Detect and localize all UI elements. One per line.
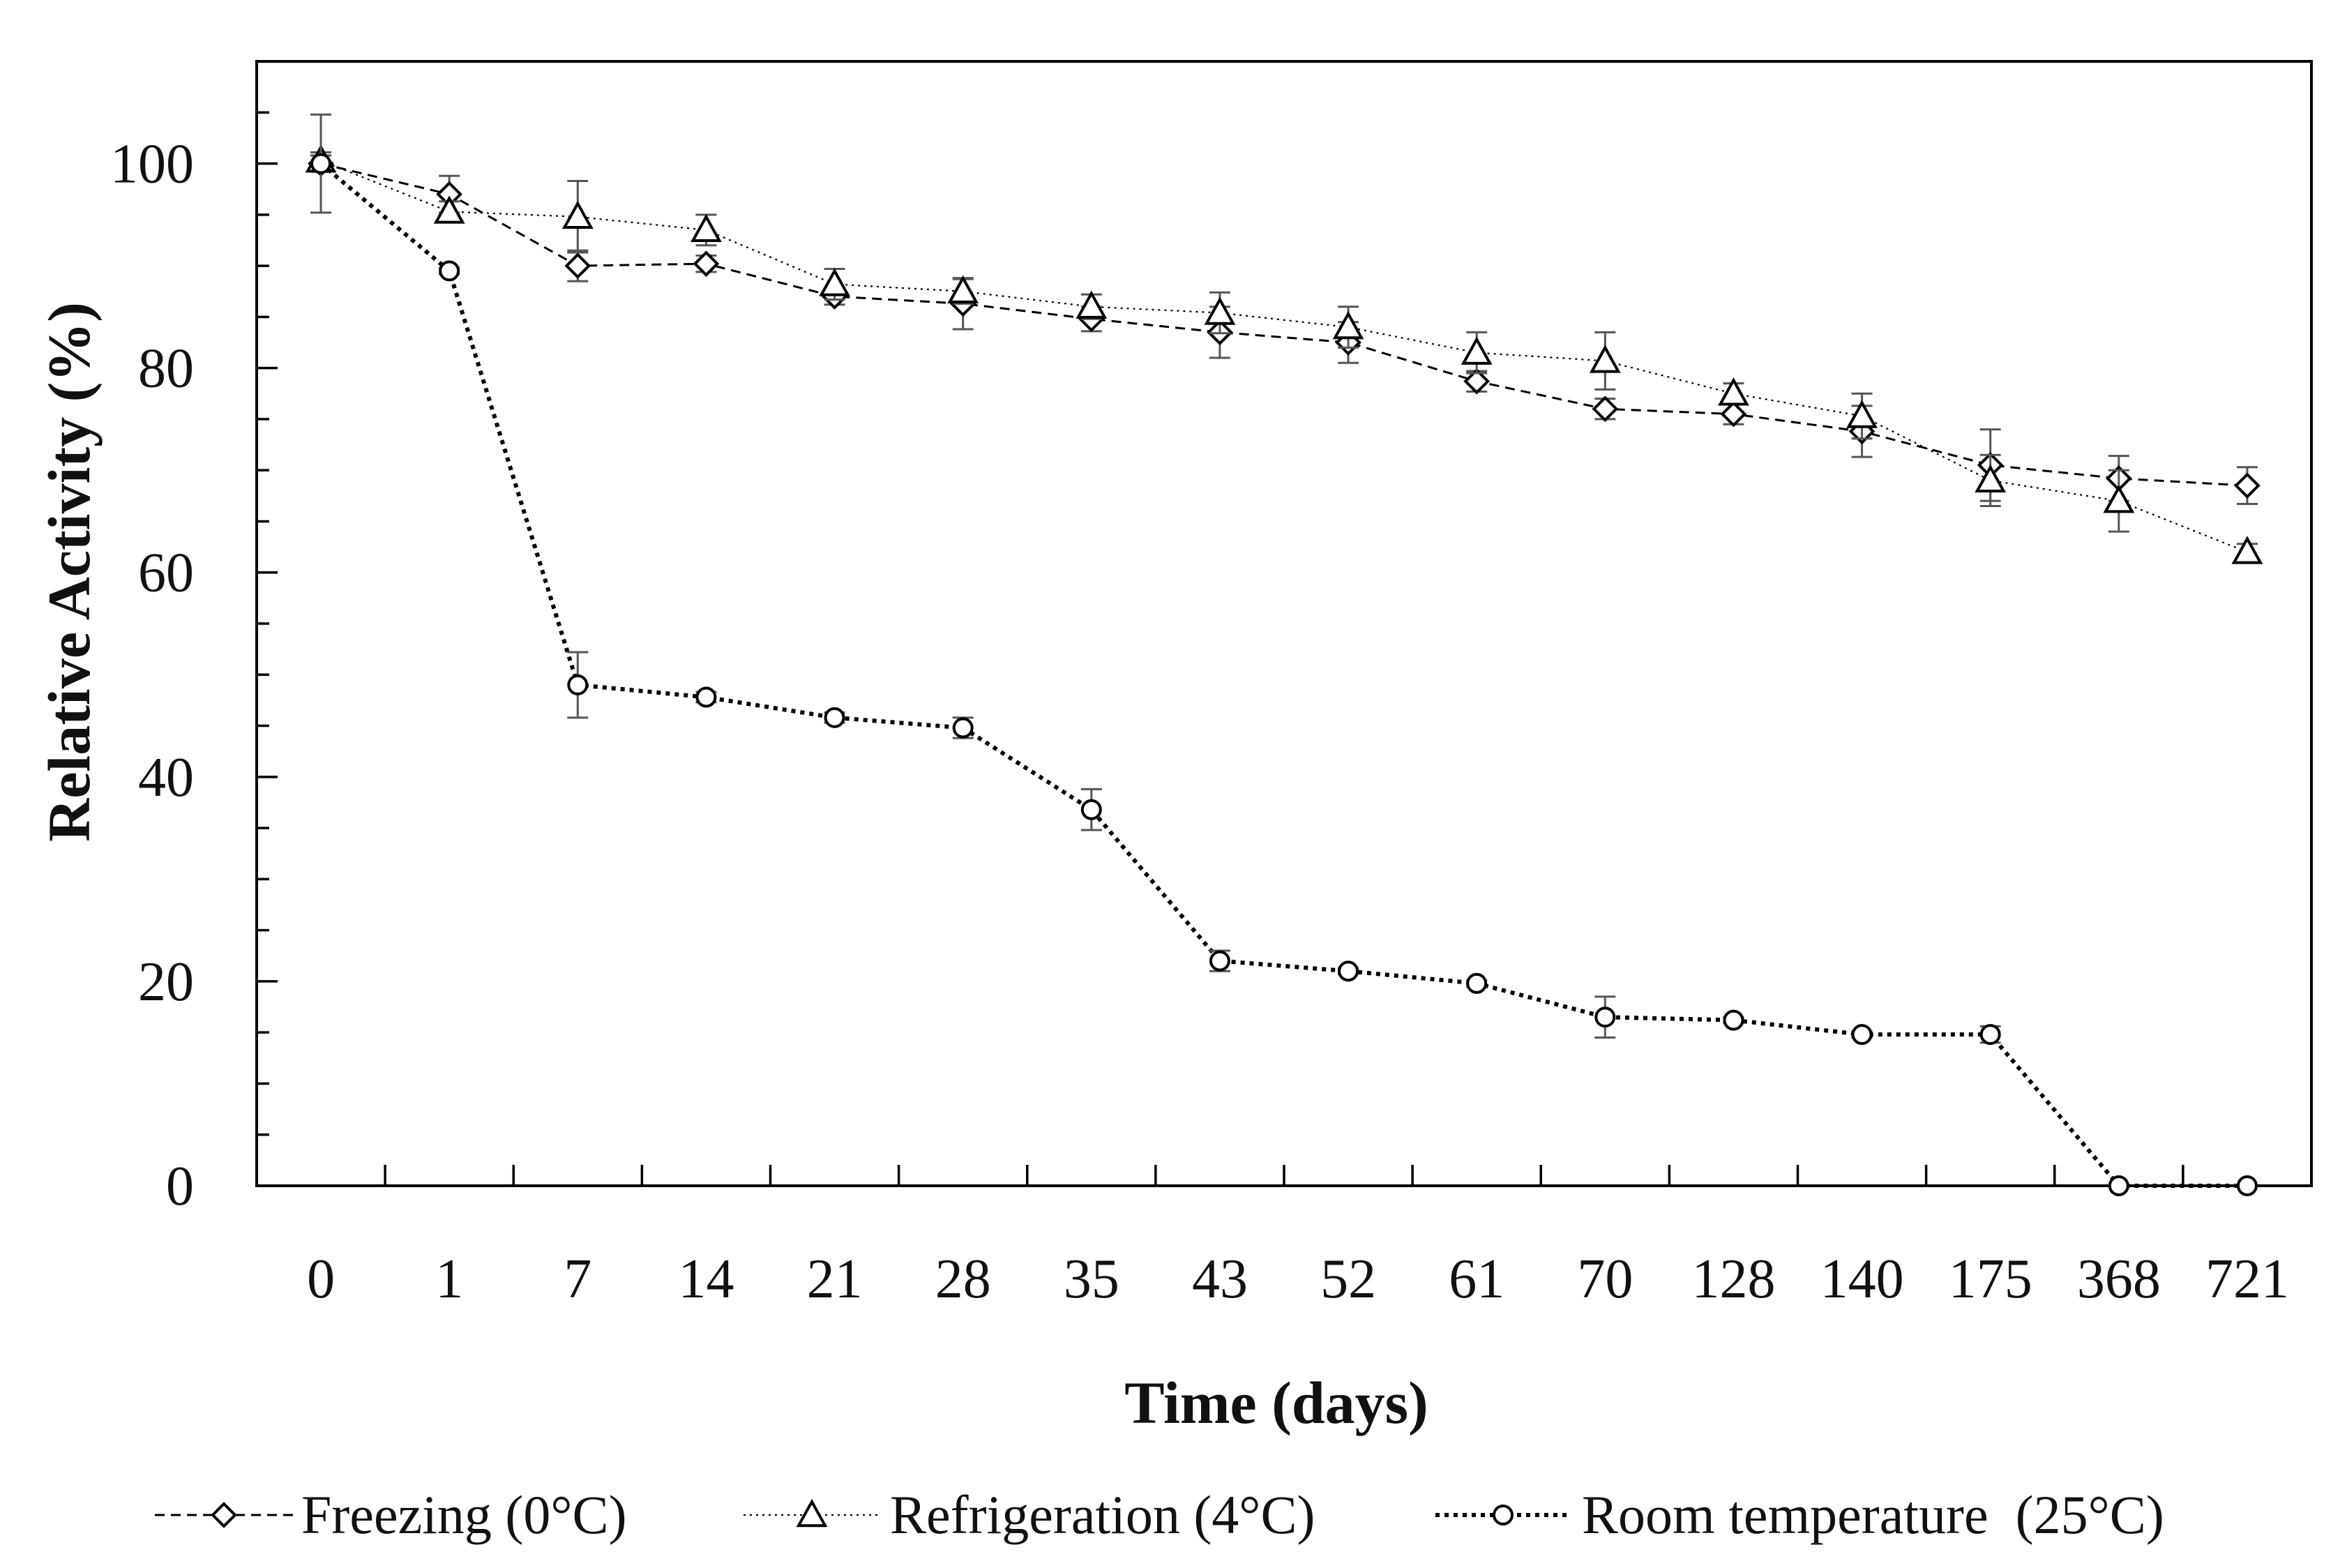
data-point <box>2103 485 2135 513</box>
data-point <box>567 674 589 695</box>
data-point <box>1723 1009 1744 1031</box>
legend-entry: Refrigeration (4°C) <box>744 1484 1315 1545</box>
data-point <box>2236 1175 2258 1196</box>
data-point <box>1594 1007 1616 1028</box>
x-tick-label: 28 <box>935 1249 991 1310</box>
legend-marker <box>211 1502 237 1528</box>
data-point <box>1589 345 1621 373</box>
data-point <box>1204 296 1236 325</box>
x-tick-label: 52 <box>1320 1249 1376 1310</box>
data-point <box>1975 464 2007 493</box>
data-point <box>690 213 722 242</box>
y-tick-label: 40 <box>138 747 194 808</box>
data-point <box>1592 395 1619 423</box>
legend-entry: Room temperature (25°C) <box>1435 1484 2164 1545</box>
data-point <box>1332 310 1364 340</box>
data-point <box>1846 400 1878 428</box>
y-axis-title: Relative Activity (%) <box>36 302 103 842</box>
data-point <box>947 275 979 303</box>
data-point <box>1466 972 1488 994</box>
data-point <box>2231 536 2263 564</box>
data-point <box>2234 472 2261 499</box>
legend-marker <box>796 1498 828 1528</box>
series-layer <box>305 113 2263 1196</box>
x-tick-label: 1 <box>435 1249 463 1310</box>
x-tick-label: 7 <box>564 1249 591 1310</box>
x-tick-label: 35 <box>1064 1249 1119 1310</box>
y-tick-label: 80 <box>138 338 194 400</box>
x-tick-label: 14 <box>678 1249 734 1310</box>
x-tick-label: 175 <box>1949 1249 2032 1310</box>
legend-label: Freezing (0°C) <box>301 1484 627 1545</box>
data-point <box>1209 950 1230 972</box>
data-point <box>819 268 850 296</box>
series-circle <box>310 113 2258 1196</box>
data-point <box>310 153 332 174</box>
data-point <box>824 707 845 728</box>
x-axis: 0 1 7 14 21 28 35 43 52 61 70 128 140 175 368 721 <box>307 1165 2289 1310</box>
data-point <box>1718 377 1749 406</box>
series-line <box>319 162 2247 1188</box>
x-tick-label: 721 <box>2205 1249 2289 1310</box>
data-point <box>1720 400 1747 428</box>
data-point <box>693 250 720 277</box>
data-point <box>1080 799 1102 820</box>
data-point <box>952 717 974 739</box>
x-axis-title: Time (days) <box>1124 1369 1428 1436</box>
x-tick-label: 128 <box>1691 1249 1775 1310</box>
x-tick-label: 0 <box>307 1249 335 1310</box>
data-point <box>2108 1175 2129 1196</box>
data-point <box>1076 290 1108 319</box>
data-point <box>1463 368 1491 395</box>
series-line <box>320 160 2248 553</box>
y-tick-label: 100 <box>110 134 194 195</box>
x-tick-label: 70 <box>1577 1249 1633 1310</box>
data-point <box>695 686 717 708</box>
legend-label: Refrigeration (4°C) <box>890 1484 1315 1545</box>
data-point <box>564 252 591 279</box>
data-point <box>561 200 594 229</box>
data-point <box>1338 960 1359 982</box>
x-tick-label: 43 <box>1192 1249 1248 1310</box>
x-tick-label: 21 <box>807 1249 863 1310</box>
legend-label: Room temperature (25°C) <box>1582 1484 2164 1545</box>
legend-entry: Freezing (0°C) <box>155 1484 627 1545</box>
data-point <box>433 195 465 224</box>
y-tick-label: 60 <box>138 543 194 604</box>
legend: Freezing (0°C) Refrigeration (4°C) Room te… <box>155 1484 2164 1545</box>
data-point <box>1461 336 1493 365</box>
data-point <box>1979 1024 2001 1046</box>
x-tick-label: 140 <box>1820 1249 1904 1310</box>
x-tick-label: 368 <box>2077 1249 2161 1310</box>
x-tick-label: 61 <box>1449 1249 1504 1310</box>
data-point <box>439 260 460 282</box>
y-tick-label: 20 <box>138 951 194 1013</box>
data-point <box>1851 1024 1873 1046</box>
y-tick-label: 0 <box>166 1156 194 1217</box>
y-axis: 0 20 40 60 80 100 <box>110 60 278 1217</box>
legend-marker <box>1493 1505 1514 1525</box>
